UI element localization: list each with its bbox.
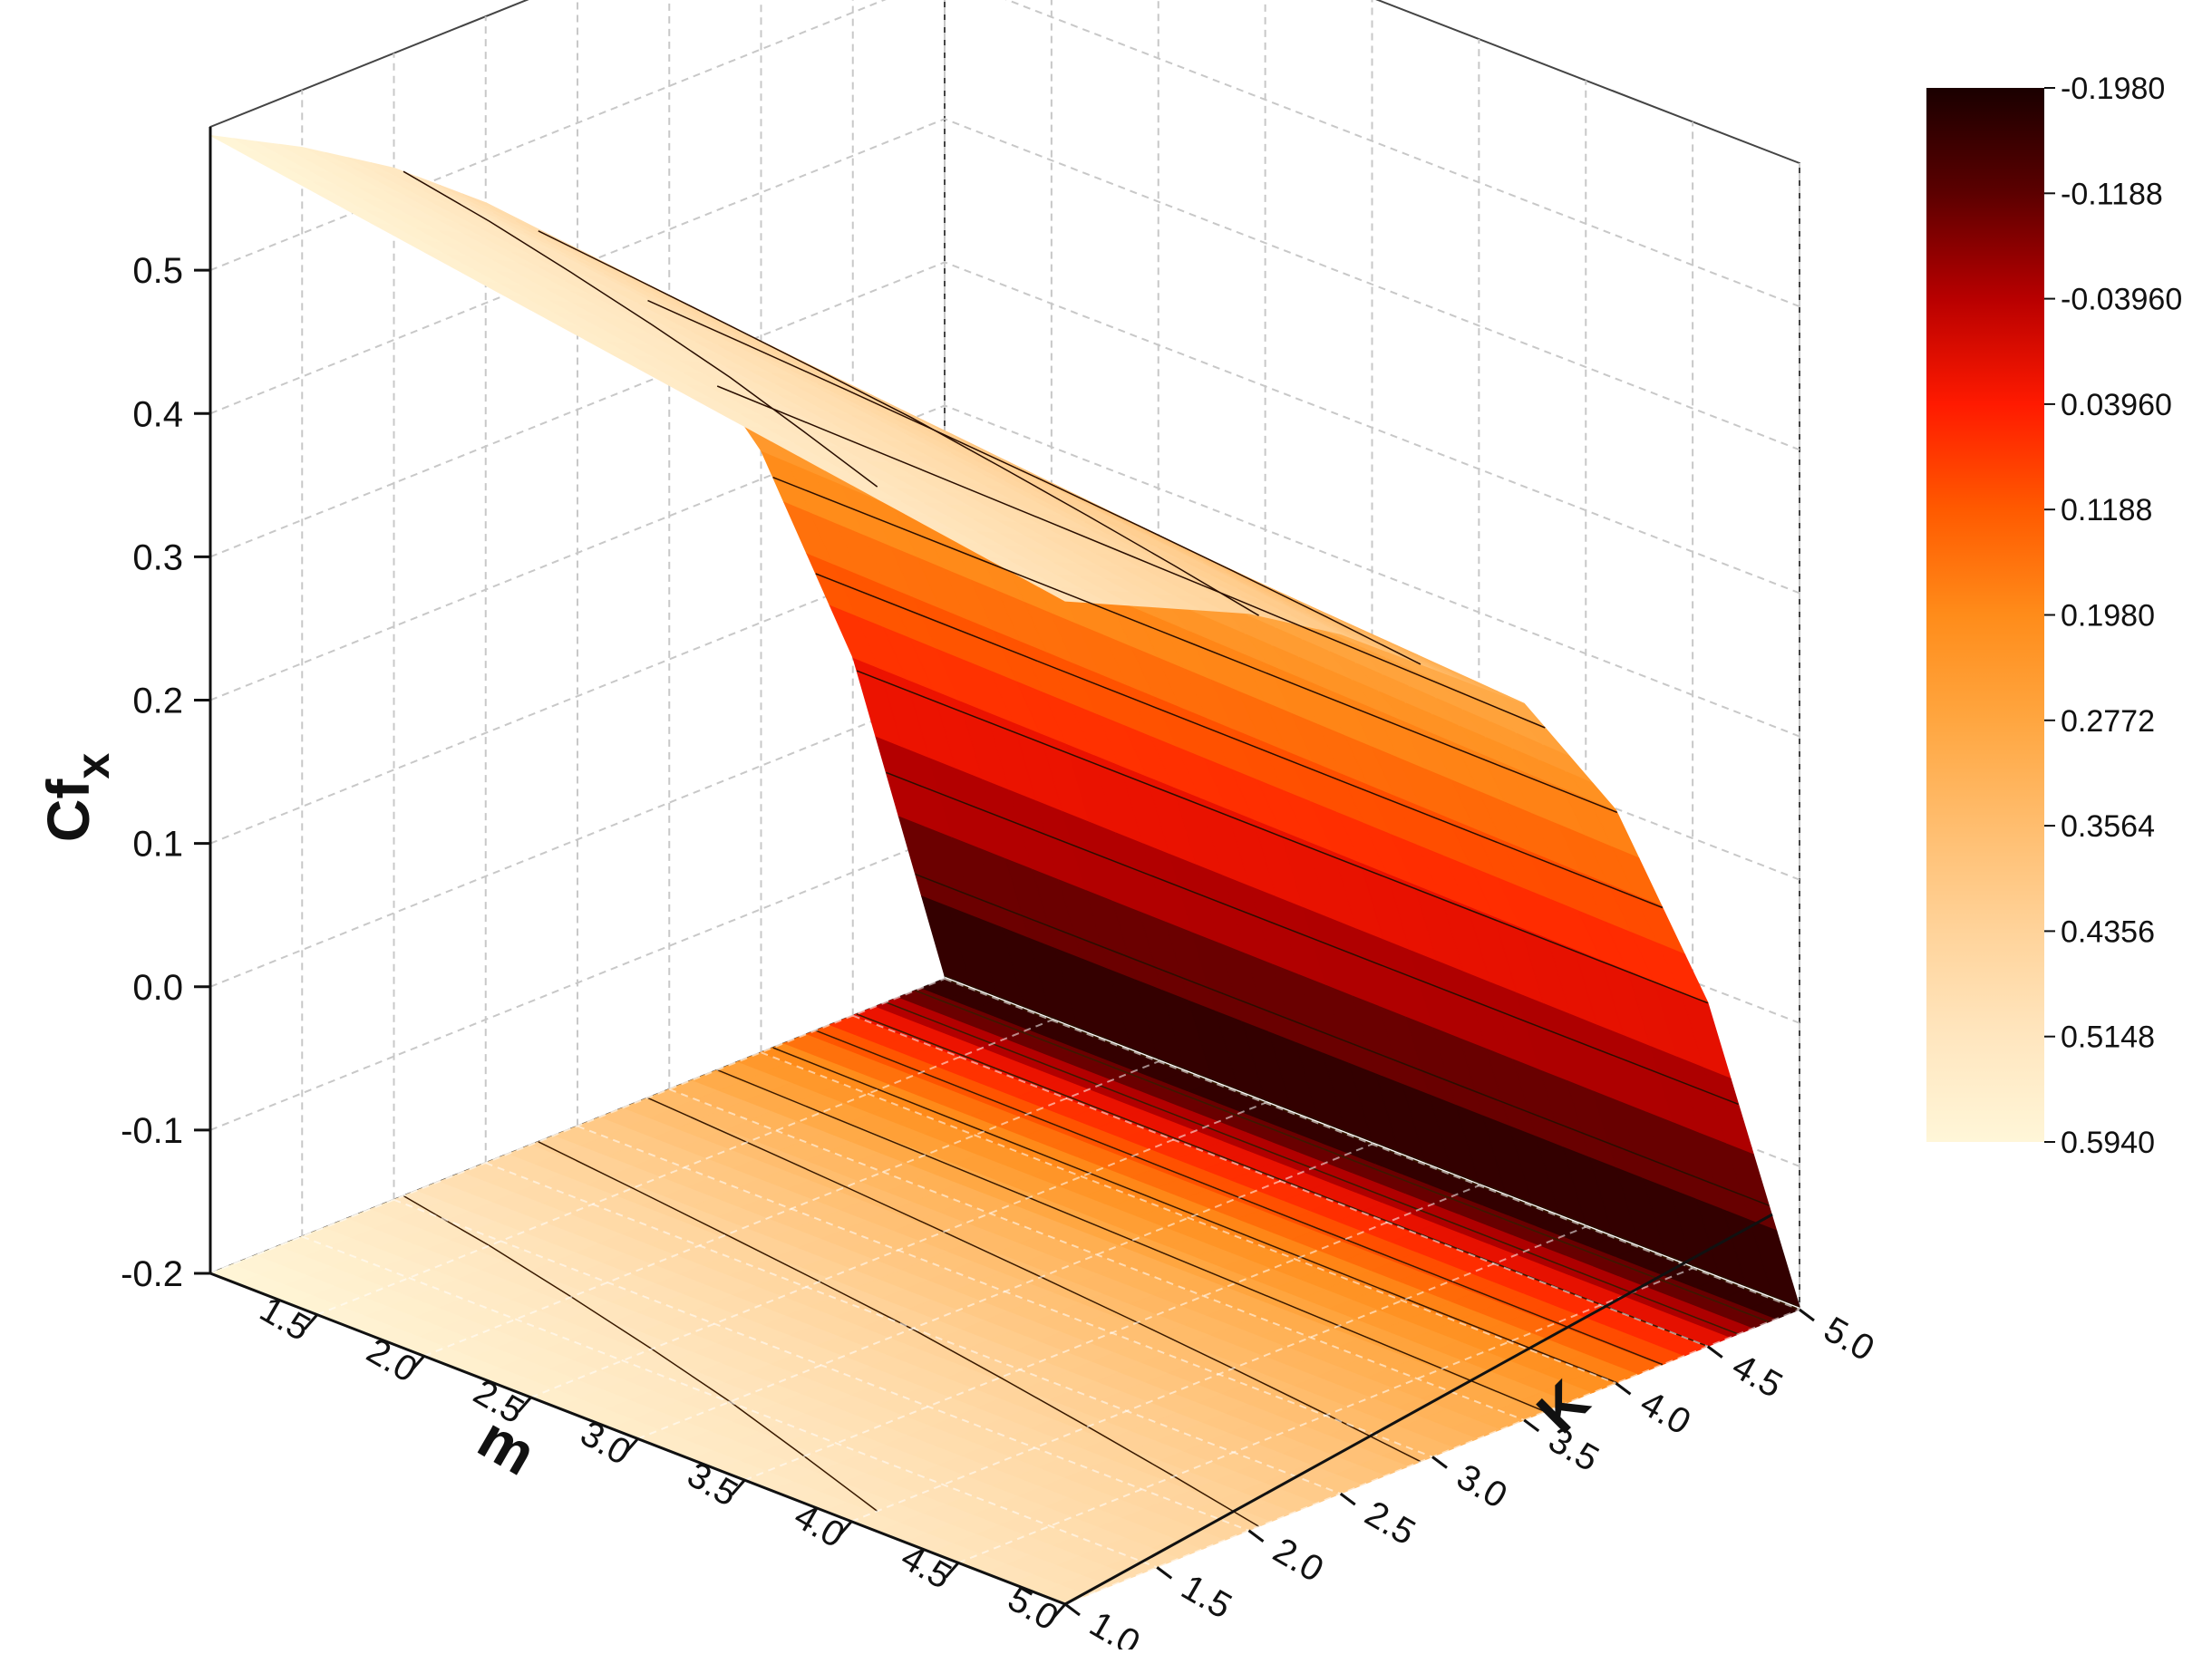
floor-gridline (761, 1051, 1616, 1385)
k-tick (1523, 1418, 1540, 1433)
k-tick (1247, 1529, 1265, 1543)
k-tick-label: 3.0 (1450, 1456, 1514, 1516)
k-tick (1064, 1602, 1081, 1617)
z-tick-label: 0.5 (132, 251, 183, 291)
k-tick-label: 4.5 (1725, 1346, 1789, 1406)
k-tick (1156, 1566, 1173, 1580)
surface-cell (1474, 682, 1525, 704)
colorbar-label: 0.4356 (2061, 914, 2155, 949)
k-tick (1706, 1345, 1723, 1359)
floor-gridline (530, 1101, 1266, 1398)
m-tick (410, 1355, 425, 1372)
k-tick (1431, 1456, 1448, 1469)
surface-cell (1290, 614, 1342, 634)
colorbar-label: 0.3564 (2061, 809, 2155, 844)
m-tick (624, 1437, 639, 1455)
m-tick (1051, 1603, 1067, 1620)
z-gridline (209, 118, 1800, 451)
svg-text:Cfx: Cfx (34, 753, 120, 843)
surface-contour-line (915, 873, 1770, 1206)
surface-cell (1198, 597, 1249, 614)
z-tick-label: 0.0 (132, 968, 183, 1008)
z-tick-label: -0.2 (121, 1254, 183, 1294)
colorbar-label: 0.5940 (2061, 1126, 2155, 1160)
floor-contour-line (915, 990, 1770, 1323)
k-tick-label: 2.0 (1266, 1530, 1330, 1590)
surface-cell (1107, 590, 1158, 608)
surface-contour-line (716, 385, 1546, 729)
z-tick-label: -0.1 (121, 1111, 183, 1151)
colorbar-label: 0.5148 (2061, 1020, 2155, 1055)
colorbar-label: -0.03960 (2061, 283, 2182, 317)
m-tick (303, 1313, 319, 1330)
m-tick (838, 1520, 853, 1537)
floor-gridline (301, 1235, 1158, 1569)
k-tick (1799, 1308, 1815, 1322)
colorbar-label: 0.2772 (2061, 704, 2155, 739)
k-tick (1339, 1492, 1356, 1506)
z-gridline (209, 0, 1800, 308)
floor-gridline (209, 978, 946, 1274)
floor-gridline (744, 1185, 1480, 1482)
k-axis-line (1064, 1213, 1773, 1606)
z-axis-title-sub: x (67, 753, 120, 779)
k-tick-label: 1.0 (1083, 1604, 1147, 1649)
z-tick-label: 0.1 (132, 825, 183, 865)
floor-gridline (316, 1019, 1053, 1316)
z-tick-label: 0.4 (132, 394, 183, 434)
z-tick-label: 0.2 (132, 682, 183, 721)
floor-gridline (957, 1267, 1693, 1564)
z-axis-title-main: Cf (34, 779, 102, 843)
floor-gridline (423, 1060, 1159, 1358)
m-tick (731, 1479, 746, 1496)
k-tick-label: 1.5 (1175, 1567, 1238, 1627)
colorbar-label: -0.1188 (2061, 177, 2163, 211)
floor-contour-projection (209, 978, 1801, 1605)
m-axis-title: m (468, 1403, 548, 1487)
colorbar-label: 0.1980 (2061, 599, 2155, 634)
colorbar-label: -0.1980 (2061, 72, 2165, 106)
floor-gridline (668, 1088, 1525, 1421)
k-tick-label: 5.0 (1818, 1310, 1881, 1369)
floor-contour-line (716, 1069, 1546, 1413)
z-axis-title: Cfx (34, 753, 120, 843)
k-tick-label: 4.0 (1634, 1383, 1697, 1443)
colorbar-label: 0.1188 (2061, 493, 2152, 527)
k-tick-label: 2.5 (1358, 1494, 1421, 1553)
surface-contour-line (944, 975, 1800, 1308)
surface-cell (1566, 771, 1616, 811)
z-tick-label: 0.3 (132, 537, 183, 577)
surface-plot (209, 135, 1800, 1308)
colorbar: -0.1980 -0.1188 -0.03960 0.03960 0.1188 0.198… (1926, 72, 2182, 1160)
m-tick (517, 1396, 532, 1413)
surface-contour-line (538, 230, 1259, 616)
surface-contour-line (647, 299, 1421, 665)
floor-gridline (637, 1143, 1373, 1440)
k-tick (1615, 1382, 1632, 1396)
surface-contour-line (815, 573, 1664, 909)
m-tick (944, 1562, 960, 1579)
floor-gridline (393, 1198, 1249, 1532)
surface-contour-line (886, 771, 1739, 1106)
surface-contour-line (403, 170, 878, 488)
floor-gridline (850, 1225, 1586, 1523)
colorbar-gradient (1926, 88, 2044, 1142)
surface-contour-line (856, 670, 1709, 1004)
surface-contour-line (772, 477, 1618, 814)
colorbar-label: 0.03960 (2061, 388, 2172, 422)
